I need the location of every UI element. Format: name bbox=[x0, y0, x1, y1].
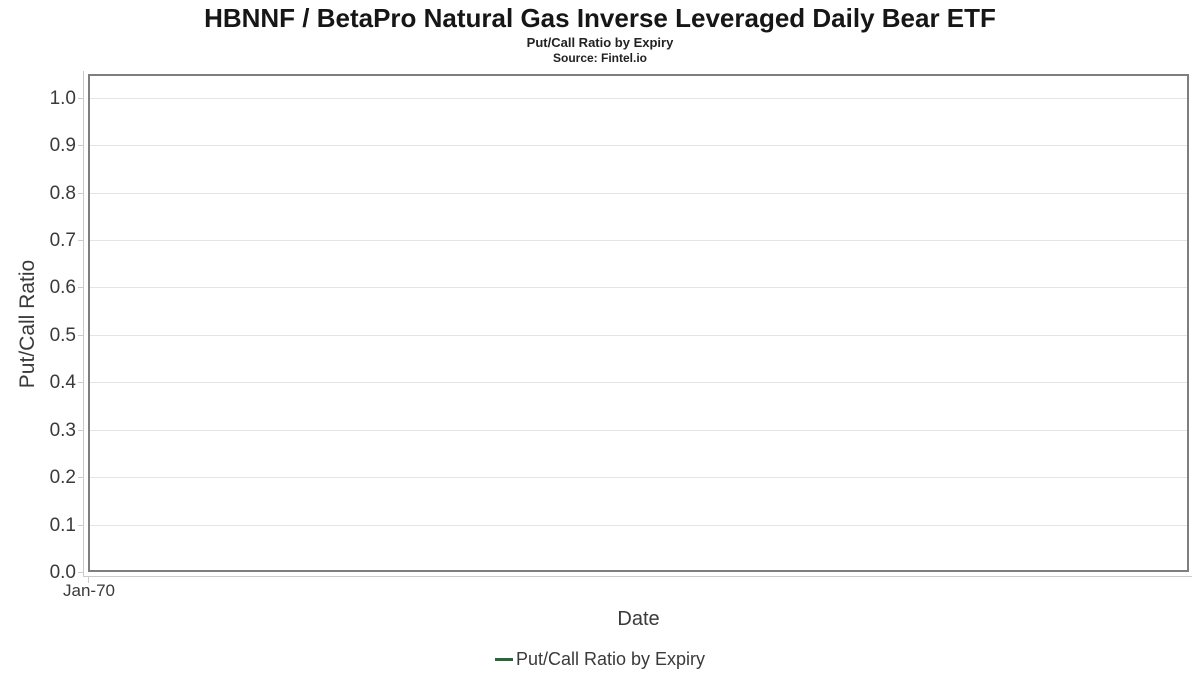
y-tick-label: 0.5 bbox=[49, 324, 76, 346]
y-tick-mark bbox=[78, 572, 83, 573]
gridline-y-1.0 bbox=[90, 97, 1187, 99]
plot-area[interactable] bbox=[88, 74, 1189, 572]
y-tick-mark bbox=[78, 145, 83, 147]
gridline-y-0.6 bbox=[90, 287, 1187, 289]
chart-subtitle: Put/Call Ratio by Expiry bbox=[526, 35, 674, 50]
y-tick-label: 0.1 bbox=[49, 514, 76, 536]
legend-line-marker-icon bbox=[494, 657, 513, 661]
y-tick-mark bbox=[78, 382, 83, 384]
gridline-y-0.4 bbox=[90, 382, 1187, 384]
chart-title: HBNNF / BetaPro Natural Gas Inverse Leve… bbox=[204, 3, 996, 33]
y-tick-label: 0.9 bbox=[49, 135, 76, 157]
y-tick-label: 0.3 bbox=[49, 419, 76, 441]
y-tick-mark bbox=[78, 524, 83, 526]
y-tick-label: 0.4 bbox=[49, 372, 76, 394]
plot-inner bbox=[90, 76, 1187, 570]
x-axis-title: Date bbox=[617, 608, 660, 630]
y-tick-label: 0.8 bbox=[49, 182, 76, 204]
chart-source: Source: Fintel.io bbox=[552, 51, 647, 65]
gridline-y-0.1 bbox=[90, 524, 1187, 526]
x-tick-mark bbox=[88, 577, 89, 583]
gridline-y-0.7 bbox=[90, 240, 1187, 241]
y-tick-mark bbox=[78, 477, 83, 479]
gridline-y-0.9 bbox=[90, 145, 1187, 147]
legend-label: Put/Call Ratio by Expiry bbox=[515, 648, 706, 669]
series-line bbox=[90, 76, 1187, 570]
y-tick-mark bbox=[78, 429, 83, 431]
legend-item[interactable]: Put/Call Ratio by Expiry bbox=[0, 645, 1200, 673]
gridline-y-0.5 bbox=[90, 334, 1187, 336]
y-tick-label: 1.0 bbox=[49, 87, 76, 109]
y-axis-line bbox=[83, 71, 84, 577]
x-axis-line bbox=[83, 576, 1192, 577]
y-tick-mark bbox=[78, 97, 83, 99]
y-tick-mark bbox=[78, 240, 83, 241]
y-tick-label: 0.2 bbox=[49, 467, 76, 489]
gridline-y-0.3 bbox=[90, 429, 1187, 431]
gridline-y-0.2 bbox=[90, 477, 1187, 479]
y-tick-label: 0.0 bbox=[49, 562, 76, 583]
x-tick-label: Jan-70 bbox=[63, 581, 115, 600]
y-tick-mark bbox=[78, 192, 83, 194]
y-tick-label: 0.7 bbox=[49, 230, 76, 251]
y-tick-label: 0.6 bbox=[49, 277, 76, 299]
gridline-y-0.8 bbox=[90, 192, 1187, 194]
y-tick-mark bbox=[78, 287, 83, 289]
y-tick-mark bbox=[78, 334, 83, 336]
